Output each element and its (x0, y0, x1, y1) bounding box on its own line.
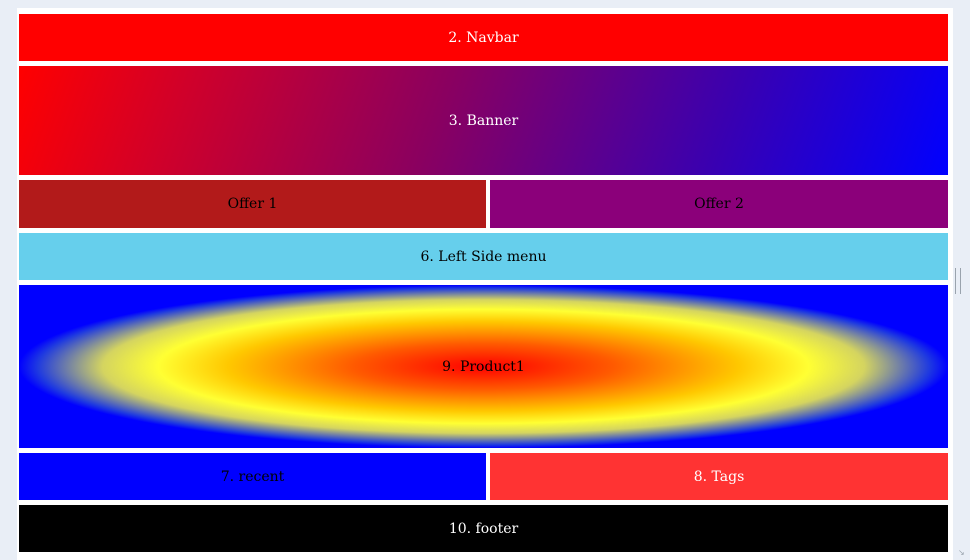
layout-page: 2. Navbar 3. Banner Offer 1 Offer 2 6. L… (17, 8, 953, 560)
offer-2-label: Offer 2 (694, 196, 744, 212)
product-label: 9. Product1 (442, 358, 525, 375)
offer-1-label: Offer 1 (227, 196, 278, 212)
offer-2-section: Offer 2 (490, 180, 948, 228)
navbar-section: 2. Navbar (19, 14, 948, 61)
left-side-menu-section: 6. Left Side menu (19, 233, 948, 280)
recent-label: 7. recent (220, 468, 285, 485)
left-side-menu-label: 6. Left Side menu (420, 248, 547, 265)
recent-section: 7. recent (19, 453, 486, 500)
footer-section: 10. footer (19, 505, 948, 552)
footer-label: 10. footer (448, 520, 519, 537)
tags-label: 8. Tags (693, 468, 745, 485)
tags-section: 8. Tags (490, 453, 948, 500)
banner-section: 3. Banner (19, 66, 948, 175)
resize-grip-icon[interactable]: ↘ (958, 548, 965, 557)
drag-handle-icon[interactable] (955, 268, 961, 294)
banner-label: 3. Banner (448, 112, 519, 129)
offer-1-section: Offer 1 (19, 180, 486, 228)
product-section: 9. Product1 (19, 285, 948, 448)
navbar-label: 2. Navbar (448, 29, 519, 46)
